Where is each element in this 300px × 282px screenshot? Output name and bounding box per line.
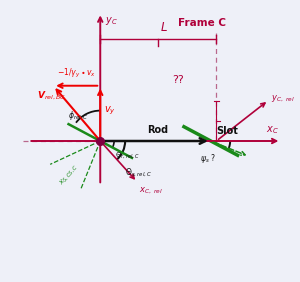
Text: $\phi_{rel,C}$: $\phi_{rel,C}$ (68, 109, 89, 122)
Text: $y_C$: $y_C$ (105, 15, 118, 27)
Text: Rod: Rod (147, 125, 168, 135)
Text: $\Theta_{r,rel,C}$: $\Theta_{r,rel,C}$ (116, 150, 140, 160)
Text: $v_y$: $v_y$ (104, 105, 116, 117)
Text: $x_C$: $x_C$ (266, 124, 278, 136)
Text: $\psi_s\ ?$: $\psi_s\ ?$ (200, 152, 216, 165)
Text: ??: ?? (172, 75, 184, 85)
Text: $-1/\gamma_y \bullet v_x$: $-1/\gamma_y \bullet v_x$ (57, 67, 96, 80)
Text: Slot: Slot (216, 126, 238, 136)
Text: $x_{S,CS,C}$: $x_{S,CS,C}$ (57, 162, 80, 187)
Text: $x_{C,\ rel}$: $x_{C,\ rel}$ (139, 185, 162, 196)
Text: $\boldsymbol{V}_{rel,BC}$: $\boldsymbol{V}_{rel,BC}$ (37, 89, 67, 102)
Text: $\Theta_{s,rel,C}$: $\Theta_{s,rel,C}$ (125, 167, 152, 179)
Text: Frame C: Frame C (178, 18, 226, 28)
Text: $y_{C,\ rel}$: $y_{C,\ rel}$ (272, 93, 295, 104)
Text: $L$: $L$ (160, 21, 168, 34)
